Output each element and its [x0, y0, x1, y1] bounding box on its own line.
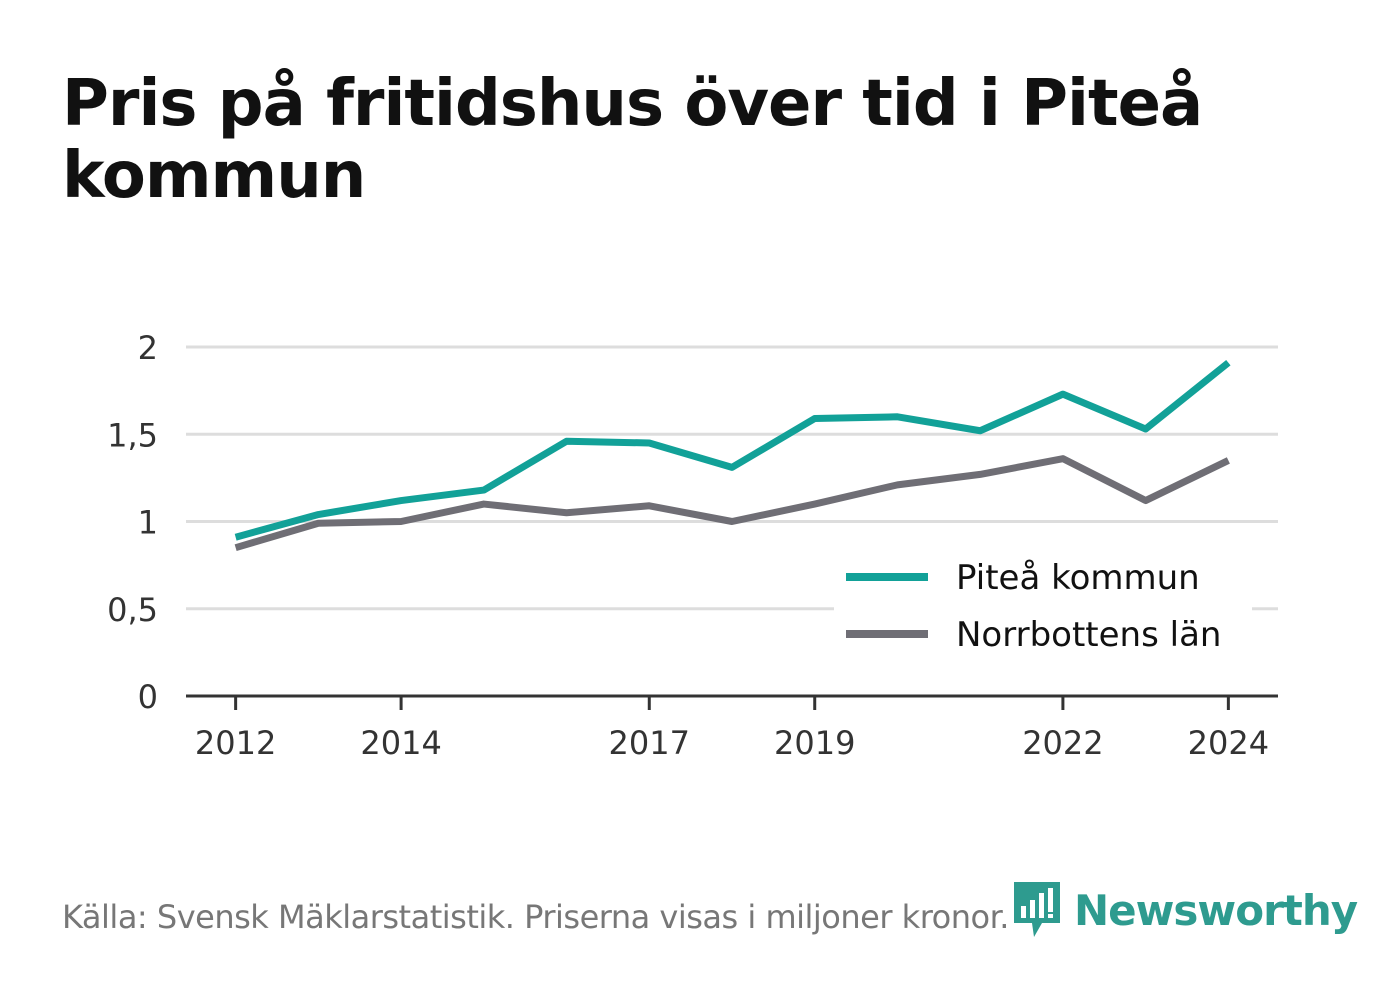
x-tick-label: 2022	[1022, 724, 1103, 762]
y-tick-label: 1	[138, 504, 158, 542]
legend: Piteå kommun Norrbottens län	[834, 548, 1252, 666]
legend-label: Norrbottens län	[956, 615, 1221, 655]
newsworthy-icon	[1014, 882, 1060, 937]
y-tick-label: 1,5	[107, 416, 158, 454]
series-line	[234, 455, 1230, 552]
y-tick-label: 2	[138, 329, 158, 367]
x-tick-label: 2014	[360, 724, 441, 762]
brand-logo: Newsworthy	[1012, 878, 1358, 942]
brand-name: Newsworthy	[1074, 885, 1358, 935]
x-tick-label: 2017	[609, 724, 690, 762]
y-tick-label: 0	[138, 678, 158, 716]
source-note: Källa: Svensk Mäklarstatistik. Priserna …	[62, 898, 1009, 936]
y-tick-label: 0,5	[107, 591, 158, 629]
axes: 0 0,5 1 1,5 2 2012 2014 2017 2019 2022 2024	[107, 329, 1278, 762]
legend-background	[834, 548, 1252, 666]
x-tick-label: 2012	[195, 724, 276, 762]
x-tick-label: 2024	[1188, 724, 1269, 762]
chart-title: Pris på fritidshus över tid i Piteå komm…	[62, 67, 1203, 213]
legend-label: Piteå kommun	[956, 558, 1200, 598]
x-tick-label: 2019	[774, 724, 855, 762]
series-lines	[234, 359, 1231, 552]
series-line	[234, 359, 1231, 541]
